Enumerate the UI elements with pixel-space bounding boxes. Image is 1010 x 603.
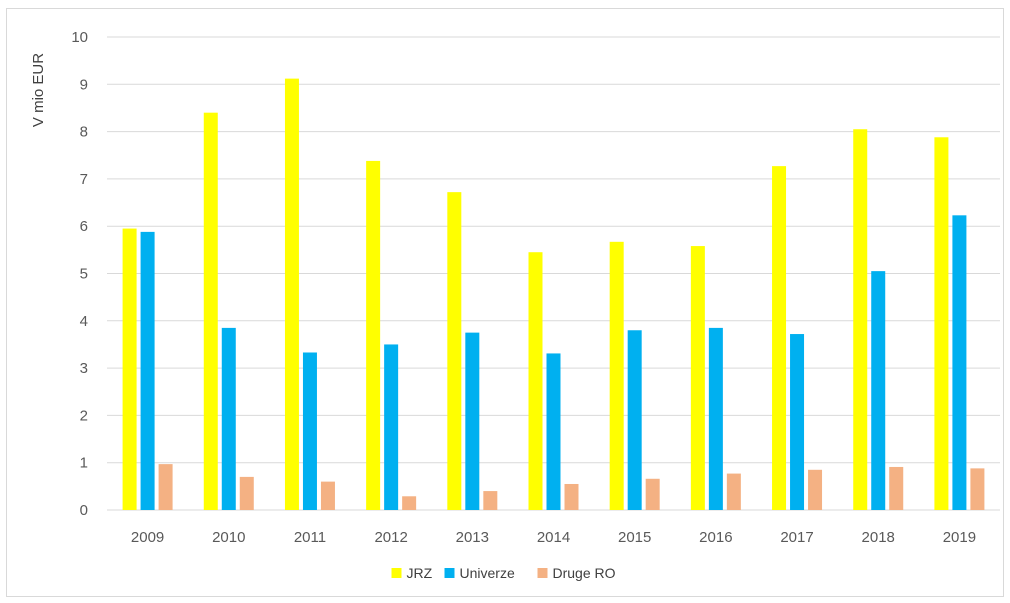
legend-swatch	[391, 568, 402, 578]
bar-jrz-2011	[284, 78, 299, 511]
bar-druge-ro-2015	[645, 478, 660, 510]
bar-univerze-2019	[952, 215, 967, 511]
legend-swatch	[537, 568, 548, 578]
bar-univerze-2011	[302, 352, 317, 510]
bar-jrz-2014	[528, 252, 543, 510]
y-tick-label: 8	[80, 124, 88, 141]
x-tick-label: 2016	[699, 529, 732, 546]
y-tick-label: 1	[80, 455, 88, 472]
bar-druge-ro-2014	[564, 483, 579, 510]
x-tick-label: 2013	[456, 529, 489, 546]
legend-label: JRZ	[407, 565, 433, 581]
x-tick-label: 2018	[862, 529, 895, 546]
y-axis-ticks: 0 1 2 3 4 5 6 7 8 9 10	[71, 29, 88, 519]
x-tick-label: 2009	[131, 529, 164, 546]
bar-univerze-2009	[140, 231, 155, 510]
bar-druge-ro-2019	[970, 468, 985, 510]
x-axis-ticks: 2009 2010 2011 2012 2013 2014 2015 2016 2017 2018…	[131, 529, 976, 546]
y-tick-label: 10	[71, 29, 88, 46]
y-tick-label: 0	[80, 502, 88, 519]
y-tick-label: 2	[80, 407, 88, 424]
bar-jrz-2018	[853, 129, 868, 511]
bar-druge-ro-2012	[402, 496, 417, 510]
bar-jrz-2013	[447, 192, 462, 511]
bar-univerze-2016	[708, 327, 723, 510]
bar-jrz-2019	[934, 137, 949, 510]
bars	[122, 78, 985, 511]
bar-jrz-2017	[772, 166, 787, 510]
bar-univerze-2018	[871, 271, 886, 510]
bar-univerze-2017	[790, 334, 805, 510]
bar-druge-ro-2013	[483, 491, 498, 510]
bar-jrz-2009	[122, 228, 137, 510]
bar-jrz-2015	[609, 241, 624, 510]
x-tick-label: 2017	[780, 529, 813, 546]
y-tick-label: 6	[80, 218, 88, 235]
bar-jrz-2012	[366, 160, 381, 510]
y-axis-label: V mio EUR	[30, 53, 47, 127]
bar-druge-ro-2009	[158, 464, 173, 510]
bar-jrz-2010	[203, 112, 218, 511]
x-tick-label: 2015	[618, 529, 651, 546]
legend-label: Univerze	[460, 565, 515, 581]
bar-druge-ro-2011	[320, 481, 335, 510]
bar-druge-ro-2018	[889, 466, 904, 510]
x-tick-label: 2011	[294, 529, 326, 546]
legend-label: Druge RO	[553, 565, 616, 581]
y-tick-label: 7	[80, 171, 88, 188]
bar-druge-ro-2017	[808, 469, 823, 510]
y-tick-label: 4	[80, 313, 88, 330]
bar-univerze-2010	[221, 327, 236, 510]
y-tick-label: 5	[80, 266, 88, 283]
gridlines	[107, 36, 1000, 511]
bar-druge-ro-2010	[239, 476, 254, 510]
bar-univerze-2013	[465, 332, 480, 510]
bar-univerze-2015	[627, 330, 642, 510]
x-tick-label: 2014	[537, 529, 570, 546]
bar-druge-ro-2016	[726, 473, 741, 510]
y-tick-label: 9	[80, 76, 88, 93]
legend: JRZ Univerze Druge RO	[391, 565, 616, 581]
y-tick-label: 3	[80, 360, 88, 377]
bar-univerze-2012	[384, 344, 399, 510]
x-tick-label: 2010	[212, 529, 245, 546]
x-tick-label: 2012	[374, 529, 407, 546]
bar-jrz-2016	[690, 246, 705, 511]
x-tick-label: 2019	[943, 529, 976, 546]
legend-swatch	[444, 568, 455, 578]
bar-univerze-2014	[546, 353, 561, 510]
